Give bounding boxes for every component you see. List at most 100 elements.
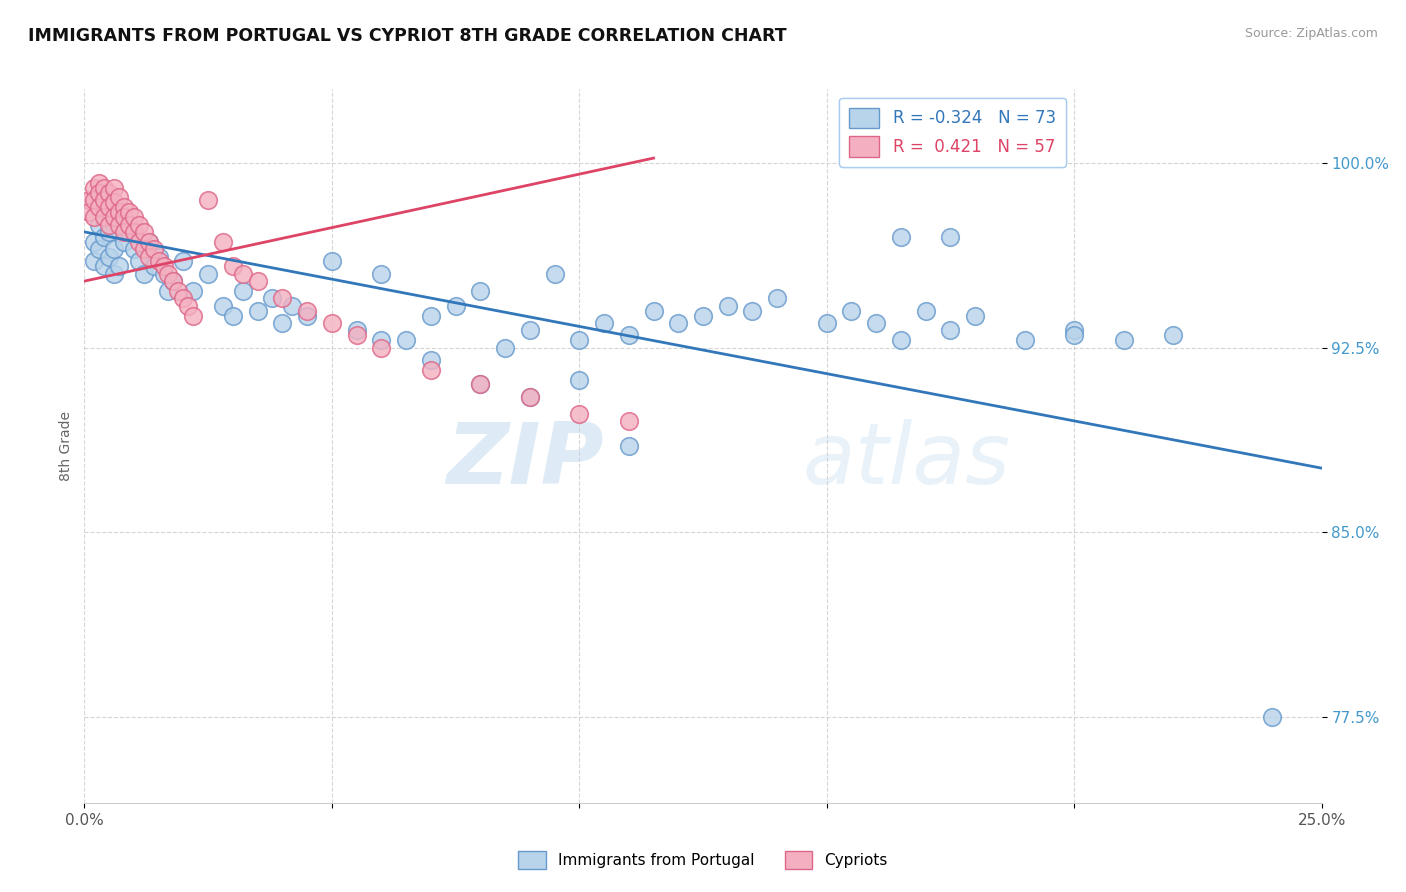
Point <box>1014 333 1036 347</box>
Point <box>98 225 121 239</box>
Point <box>1112 333 1135 347</box>
Point <box>108 205 131 219</box>
Point <box>232 284 254 298</box>
Point <box>83 193 105 207</box>
Point <box>103 180 125 194</box>
Point <box>346 323 368 337</box>
Point <box>346 328 368 343</box>
Point <box>395 333 418 347</box>
Point <box>79 193 101 207</box>
Point <box>132 267 155 281</box>
Point <box>519 390 541 404</box>
Point <box>157 267 180 281</box>
Point <box>246 303 269 318</box>
Point <box>103 242 125 256</box>
Point <box>112 210 135 224</box>
Point <box>138 235 160 249</box>
Point <box>93 210 115 224</box>
Point <box>118 205 141 219</box>
Point <box>914 303 936 318</box>
Point <box>1063 323 1085 337</box>
Point <box>93 193 115 207</box>
Point <box>741 303 763 318</box>
Point <box>103 210 125 224</box>
Point <box>83 210 105 224</box>
Point <box>148 250 170 264</box>
Point <box>965 309 987 323</box>
Legend: Immigrants from Portugal, Cypriots: Immigrants from Portugal, Cypriots <box>512 845 894 875</box>
Point <box>262 291 284 305</box>
Point <box>172 254 194 268</box>
Point <box>89 242 111 256</box>
Point <box>494 341 516 355</box>
Point <box>444 299 467 313</box>
Point <box>568 333 591 347</box>
Point <box>89 186 111 200</box>
Point <box>419 309 441 323</box>
Point <box>103 195 125 210</box>
Point <box>470 377 492 392</box>
Point <box>98 250 121 264</box>
Point <box>643 303 665 318</box>
Point <box>271 291 294 305</box>
Point <box>98 200 121 214</box>
Point <box>568 373 591 387</box>
Point <box>370 333 392 347</box>
Point <box>617 439 640 453</box>
Point <box>1261 709 1284 723</box>
Point <box>138 250 160 264</box>
Point <box>1063 328 1085 343</box>
Point <box>79 205 101 219</box>
Point <box>939 230 962 244</box>
Point <box>617 328 640 343</box>
Point <box>162 274 184 288</box>
Point <box>222 309 245 323</box>
Point <box>321 316 343 330</box>
Point <box>118 225 141 239</box>
Point <box>890 333 912 347</box>
Point <box>370 267 392 281</box>
Point <box>132 225 155 239</box>
Point <box>122 225 145 239</box>
Point <box>122 242 145 256</box>
Point <box>128 218 150 232</box>
Point <box>93 180 115 194</box>
Point <box>181 309 204 323</box>
Point <box>519 323 541 337</box>
Point <box>212 299 235 313</box>
Point <box>1161 328 1184 343</box>
Point <box>112 200 135 214</box>
Point <box>593 316 616 330</box>
Point <box>370 341 392 355</box>
Point <box>939 323 962 337</box>
Point <box>766 291 789 305</box>
Point <box>865 316 887 330</box>
Point <box>83 254 105 268</box>
Point <box>83 235 105 249</box>
Point <box>138 235 160 249</box>
Point <box>157 284 180 298</box>
Text: Source: ZipAtlas.com: Source: ZipAtlas.com <box>1244 27 1378 40</box>
Point <box>271 316 294 330</box>
Point <box>89 200 111 214</box>
Point <box>103 267 125 281</box>
Point <box>232 267 254 281</box>
Point <box>295 309 318 323</box>
Point <box>89 218 111 232</box>
Point <box>112 235 135 249</box>
Point <box>419 352 441 367</box>
Point <box>118 218 141 232</box>
Point <box>112 225 135 239</box>
Point <box>108 260 131 274</box>
Point <box>419 362 441 376</box>
Point <box>142 260 165 274</box>
Point <box>470 284 492 298</box>
Text: atlas: atlas <box>801 418 1010 502</box>
Point <box>142 242 165 256</box>
Point <box>162 274 184 288</box>
Point <box>617 414 640 428</box>
Point <box>122 210 145 224</box>
Point <box>98 218 121 232</box>
Point <box>128 254 150 268</box>
Text: ZIP: ZIP <box>446 418 605 502</box>
